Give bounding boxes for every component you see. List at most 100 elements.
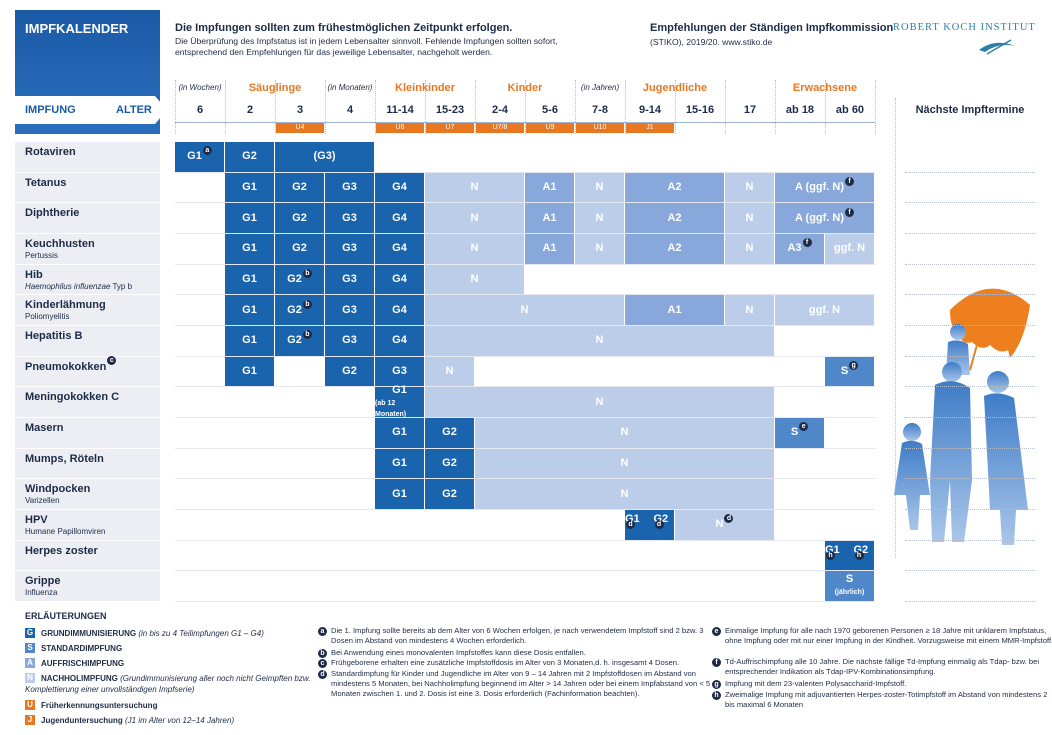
row-label: Rotaviren	[15, 142, 160, 172]
cell-text: G2	[442, 487, 457, 500]
row-label: Windpocken Varizellen	[15, 479, 160, 510]
exam: U10	[576, 123, 624, 133]
row-subname: Humane Papillomviren	[25, 527, 160, 536]
vaccination-cell: G2	[275, 172, 324, 203]
cell-main: G4	[392, 304, 407, 316]
cell-main: G2	[242, 151, 257, 162]
row-label: Keuchhusten Pertussis	[15, 234, 160, 264]
row-separator	[175, 417, 875, 419]
cell-main: A (ggf. N) f	[795, 207, 855, 224]
cell-text: N	[745, 242, 754, 255]
cell-main: G3	[342, 304, 357, 316]
footnote: b Bei Anwendung eines monovalenten Impfst…	[318, 648, 711, 658]
institute: ROBERT KOCH INSTITUT	[893, 22, 1036, 33]
vaccination-cell: G2	[425, 479, 474, 510]
banner-shape	[15, 96, 167, 124]
cell-main: G2	[442, 487, 457, 500]
vaccination-cell: N	[425, 203, 524, 233]
cell-text: N	[620, 426, 629, 439]
next-dates-label: Nächste Impftermine	[915, 104, 1025, 116]
cell-main: N	[471, 243, 479, 254]
legend-label: STANDARDIMPFUNG	[41, 644, 123, 653]
vaccination-cell: G2 b	[275, 326, 324, 356]
row-label: Diphtherie	[15, 203, 160, 233]
row-subname-text: Poliomyelitis	[25, 312, 70, 322]
age-group: Kleinkinder	[395, 82, 455, 94]
legend-key: U	[25, 700, 35, 710]
footnote-marker: f	[802, 238, 812, 248]
vaccination-cell: N	[725, 295, 774, 325]
next-date-line	[905, 601, 1035, 603]
footnote-marker: b	[302, 299, 312, 309]
cell-main: G3	[342, 212, 357, 224]
cell-main: G1 a	[187, 146, 212, 162]
cell-main: G1	[242, 304, 257, 316]
cell-main: N	[596, 335, 604, 346]
cell-text: N	[595, 395, 604, 408]
vaccination-cell: N	[475, 418, 774, 448]
legend-key: S	[25, 643, 35, 653]
cell-main: A1	[667, 304, 681, 316]
vaccination-cell: A (ggf. N) f	[775, 172, 874, 203]
cell-main: A1	[542, 243, 556, 254]
vaccination-cell: G2	[425, 448, 474, 479]
cell-text: N	[595, 180, 604, 193]
age-group: Erwachsene	[792, 82, 858, 94]
cell-main: N	[621, 458, 629, 469]
row-name-text: Meningokokken C	[25, 391, 120, 404]
cell-main: G1	[392, 384, 407, 396]
column-header: 7-8	[592, 104, 608, 116]
vaccination-cell: N	[725, 234, 774, 264]
cell-text: ggf. N	[833, 242, 866, 255]
next-date-line	[905, 355, 1035, 357]
column-header: ab 60	[835, 104, 865, 116]
cell-main: N	[471, 274, 479, 285]
cell-text: G3	[342, 334, 357, 347]
cell-main: ggf. N	[809, 304, 840, 316]
cell-text: N	[445, 365, 454, 378]
vaccination-cell: G1	[375, 479, 424, 510]
footnote: e Einmalige Impfung für alle nach 1970 ge…	[712, 626, 1052, 646]
cell-text: (G3)	[313, 150, 336, 163]
vaccination-cell: G1 (ab 12 Monaten)	[375, 384, 424, 418]
row-name: Mumps, Röteln	[25, 453, 160, 465]
row-separator	[175, 202, 875, 204]
vaccination-cell: G2	[225, 142, 274, 172]
cell-main: G1	[242, 366, 257, 377]
row-name: Rotaviren	[25, 146, 160, 158]
next-date-line	[905, 294, 1035, 296]
header-separator	[775, 80, 776, 134]
cell-text: G1	[242, 334, 257, 347]
cell-item: G1d	[625, 512, 646, 536]
vaccination-cell: A (ggf. N) f	[775, 203, 874, 233]
vaccination-cell: A2	[625, 203, 724, 233]
exam: U7	[426, 123, 474, 133]
cell-main: G2	[342, 366, 357, 377]
footnote-key: c	[318, 659, 327, 668]
vaccination-cell: G1	[225, 234, 274, 264]
legend-item: U Früherkennungsuntersuchung	[25, 700, 315, 711]
cell-text: G4	[392, 242, 407, 255]
cell-text: G1	[625, 512, 640, 525]
cell-main: G4	[392, 243, 407, 254]
vaccination-cell: G1	[225, 326, 274, 356]
cell-main: G2	[442, 458, 457, 469]
cell-main: N	[470, 180, 479, 193]
row-separator	[175, 570, 875, 572]
cell-main: N	[746, 304, 754, 316]
logo-shape	[979, 42, 1015, 52]
row-name-text: Masern	[25, 422, 64, 435]
row-subname-text: Haemophilus influenzae	[25, 281, 111, 291]
next-date-line	[905, 509, 1035, 511]
cell-text: N	[470, 180, 479, 193]
vaccination-cell: G4	[375, 172, 424, 203]
figure-man-head	[942, 362, 962, 382]
cell-main: G4	[392, 274, 407, 285]
row-subname-text: Humane Papillomviren	[25, 527, 106, 537]
cell-text: A2	[667, 242, 682, 255]
vaccination-cell: G2	[325, 356, 374, 387]
row-subname-text: Influenza	[25, 588, 58, 598]
age-group: Jugendliche	[642, 82, 708, 94]
banner	[15, 96, 167, 124]
row-name-text: Tetanus	[25, 176, 67, 189]
